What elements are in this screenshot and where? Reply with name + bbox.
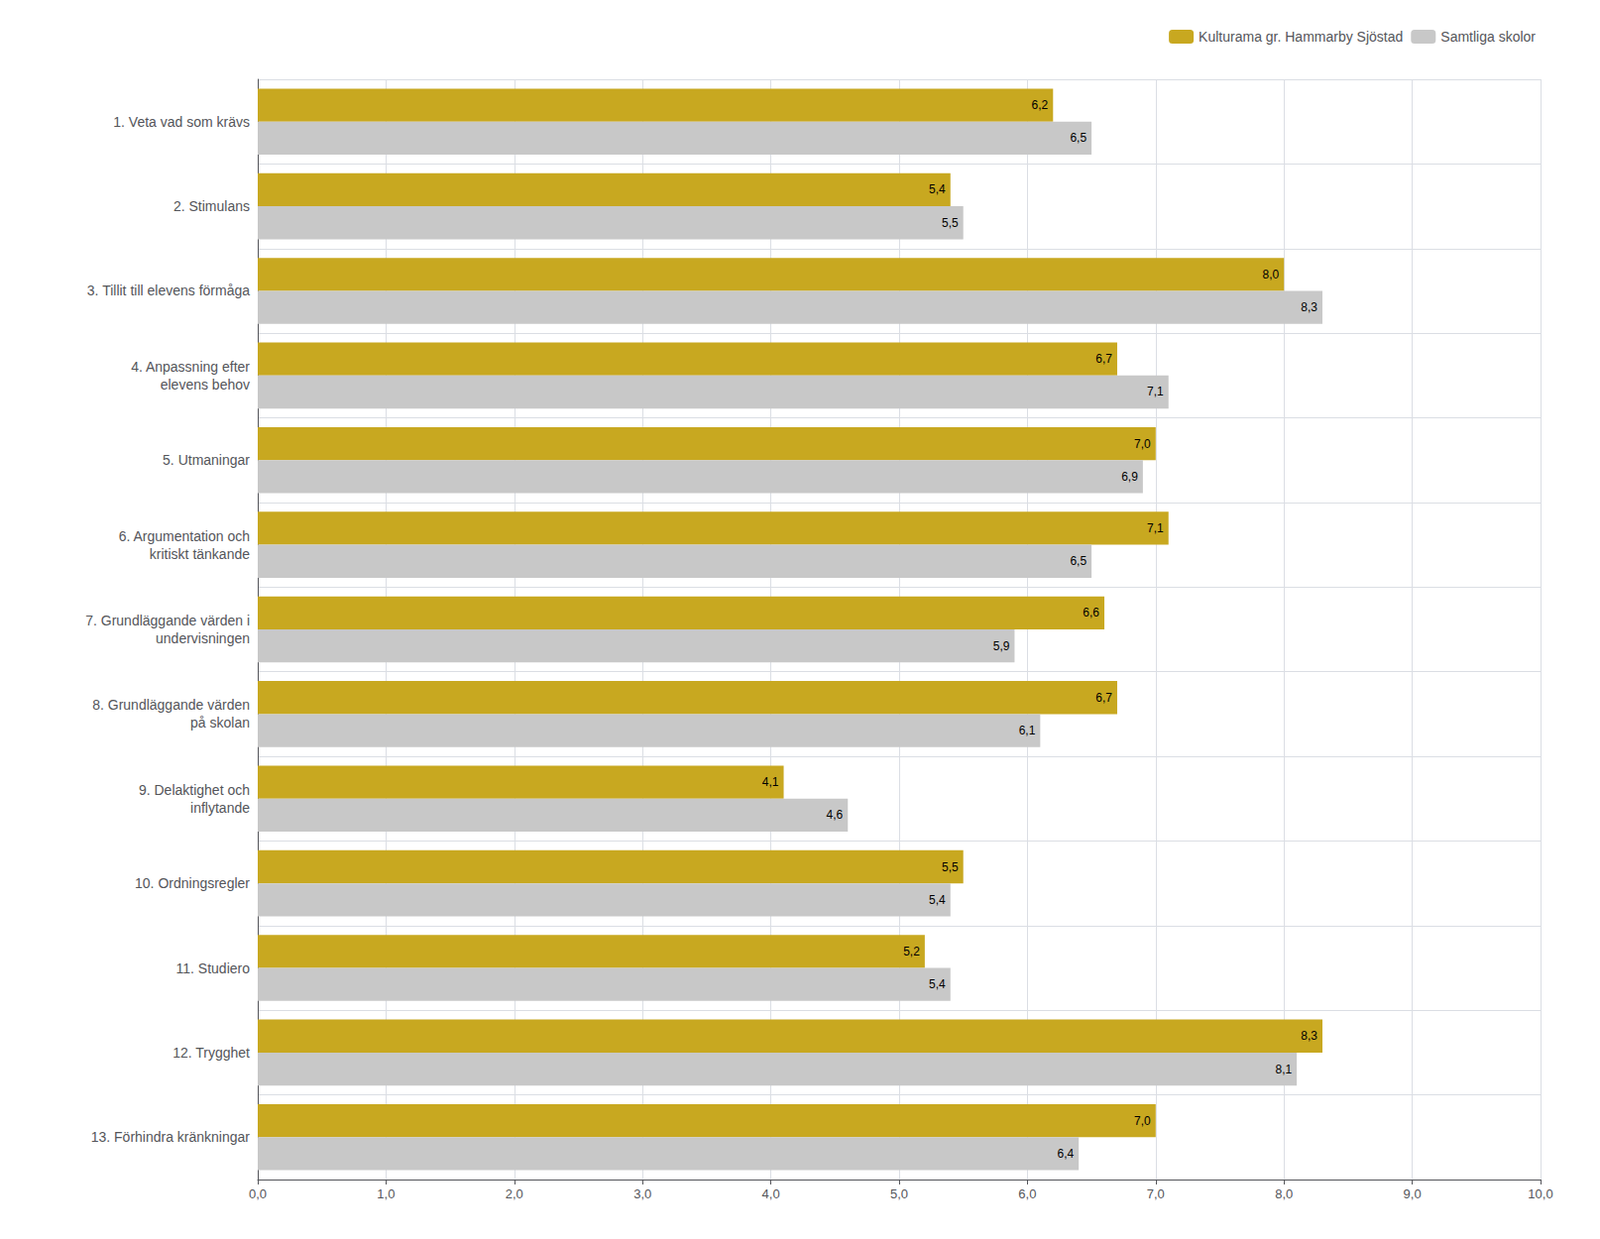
- svg-text:5,5: 5,5: [941, 216, 959, 230]
- svg-text:Kulturama gr. Hammarby Sjöstad: Kulturama gr. Hammarby Sjöstad: [1198, 28, 1403, 45]
- svg-text:6,7: 6,7: [1095, 690, 1113, 705]
- svg-text:7,0: 7,0: [1146, 1186, 1165, 1202]
- svg-text:3,0: 3,0: [633, 1186, 652, 1202]
- svg-text:4. Anpassning efter: 4. Anpassning efter: [130, 358, 250, 375]
- svg-text:13. Förhindra kränkningar: 13. Förhindra kränkningar: [91, 1129, 251, 1145]
- svg-text:6,5: 6,5: [1069, 554, 1087, 569]
- svg-text:8,3: 8,3: [1300, 1028, 1318, 1043]
- svg-text:5,5: 5,5: [941, 860, 959, 875]
- svg-text:4,0: 4,0: [762, 1186, 781, 1202]
- svg-text:5,9: 5,9: [993, 639, 1011, 654]
- svg-text:1,0: 1,0: [376, 1186, 395, 1202]
- svg-text:9,0: 9,0: [1403, 1186, 1422, 1202]
- svg-text:8,0: 8,0: [1262, 267, 1280, 282]
- svg-text:8. Grundläggande värden: 8. Grundläggande värden: [92, 696, 250, 713]
- svg-text:5,2: 5,2: [903, 944, 920, 959]
- svg-text:10. Ordningsregler: 10. Ordningsregler: [134, 875, 250, 892]
- svg-text:7,1: 7,1: [1146, 521, 1164, 536]
- svg-text:Samtliga skolor: Samtliga skolor: [1440, 28, 1536, 45]
- svg-text:6,1: 6,1: [1019, 723, 1036, 738]
- svg-text:5,4: 5,4: [928, 182, 946, 197]
- svg-text:inflytande: inflytande: [190, 800, 250, 816]
- svg-text:7,0: 7,0: [1134, 437, 1151, 452]
- svg-text:7. Grundläggande värden i: 7. Grundläggande värden i: [85, 612, 250, 629]
- svg-text:elevens behov: elevens behov: [160, 376, 250, 393]
- svg-text:6,0: 6,0: [1018, 1186, 1036, 1202]
- svg-text:2. Stimulans: 2. Stimulans: [173, 198, 250, 215]
- svg-text:6,7: 6,7: [1095, 351, 1113, 366]
- svg-text:5,4: 5,4: [928, 893, 946, 908]
- svg-text:6,2: 6,2: [1031, 98, 1049, 113]
- svg-text:6,9: 6,9: [1121, 469, 1139, 484]
- svg-text:11. Studiero: 11. Studiero: [176, 960, 251, 977]
- svg-text:8,3: 8,3: [1300, 300, 1318, 315]
- svg-text:6. Argumentation och: 6. Argumentation och: [118, 528, 250, 545]
- svg-text:4,6: 4,6: [826, 807, 844, 822]
- svg-text:8,1: 8,1: [1274, 1062, 1292, 1077]
- svg-text:7,1: 7,1: [1146, 384, 1164, 399]
- svg-text:3. Tillit till elevens förmåga: 3. Tillit till elevens förmåga: [87, 282, 250, 299]
- svg-text:kritiskt tänkande: kritiskt tänkande: [149, 546, 250, 563]
- svg-text:6,5: 6,5: [1069, 130, 1087, 145]
- svg-text:2,0: 2,0: [505, 1186, 524, 1202]
- svg-text:7,0: 7,0: [1134, 1114, 1151, 1129]
- svg-text:undervisningen: undervisningen: [155, 630, 250, 647]
- svg-text:på skolan: på skolan: [190, 714, 250, 731]
- svg-text:12. Trygghet: 12. Trygghet: [172, 1044, 250, 1061]
- svg-text:5,0: 5,0: [890, 1186, 909, 1202]
- svg-text:5. Utmaningar: 5. Utmaningar: [162, 452, 250, 468]
- svg-text:9. Delaktighet och: 9. Delaktighet och: [138, 782, 250, 799]
- svg-text:4,1: 4,1: [762, 775, 780, 790]
- svg-text:5,4: 5,4: [928, 977, 946, 992]
- svg-text:8,0: 8,0: [1274, 1186, 1293, 1202]
- svg-text:6,6: 6,6: [1082, 605, 1100, 620]
- svg-text:10,0: 10,0: [1527, 1186, 1553, 1202]
- svg-text:6,4: 6,4: [1056, 1146, 1074, 1161]
- svg-text:0,0: 0,0: [248, 1186, 267, 1202]
- svg-text:1. Veta vad som krävs: 1. Veta vad som krävs: [113, 114, 250, 130]
